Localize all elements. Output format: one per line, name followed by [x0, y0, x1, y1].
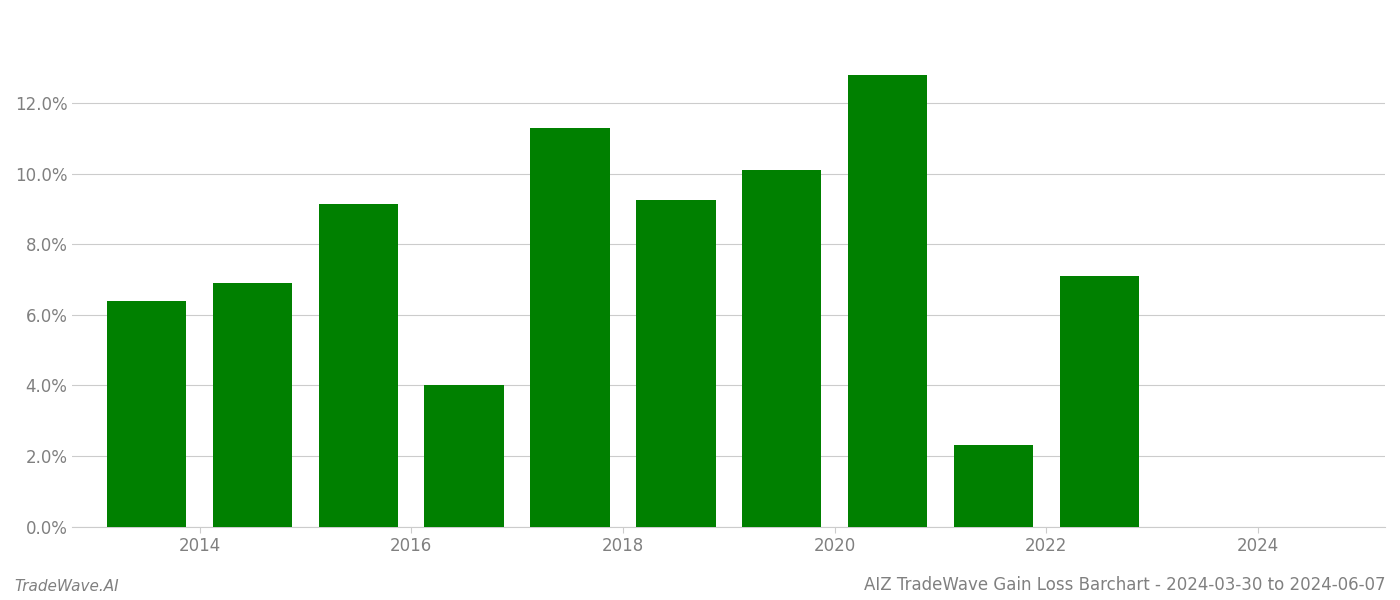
- Bar: [531, 128, 609, 527]
- Bar: [424, 385, 504, 527]
- Bar: [319, 204, 398, 527]
- Text: TradeWave.AI: TradeWave.AI: [14, 579, 119, 594]
- Bar: [106, 301, 186, 527]
- Bar: [636, 200, 715, 527]
- Bar: [953, 445, 1033, 527]
- Bar: [848, 75, 927, 527]
- Bar: [1060, 276, 1140, 527]
- Bar: [213, 283, 293, 527]
- Text: AIZ TradeWave Gain Loss Barchart - 2024-03-30 to 2024-06-07: AIZ TradeWave Gain Loss Barchart - 2024-…: [865, 576, 1386, 594]
- Bar: [742, 170, 822, 527]
